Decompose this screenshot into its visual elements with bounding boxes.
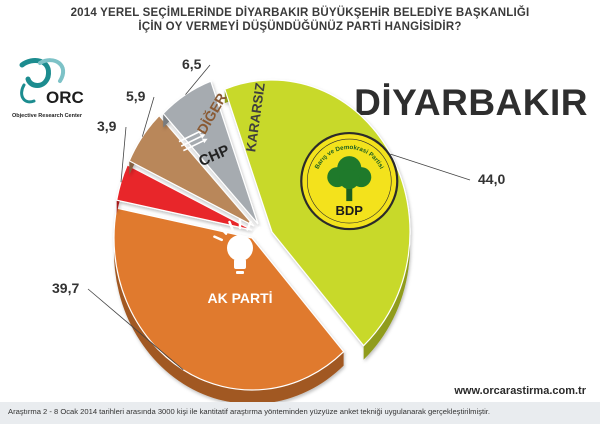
value-label-bdp: 44,0 xyxy=(478,171,505,187)
orc-logo-text: ORC xyxy=(46,88,84,107)
six-arrows-logo xyxy=(178,129,208,152)
title-line-2: İÇİN OY VERMEYİ DÜŞÜNDÜĞÜNÜZ PARTİ HANGİ… xyxy=(138,21,462,33)
value-label-ak-parti-: 39,7 xyxy=(52,280,79,296)
leader-line-bdp xyxy=(390,153,471,181)
methodology-note: Araştırma 2 - 8 Ocak 2014 tarihleri aras… xyxy=(0,402,600,424)
website-url[interactable]: www.orcarastirma.com.tr xyxy=(454,385,586,397)
leader-line-ak-parti- xyxy=(87,288,184,371)
slice-label-ak-parti: AK PARTİ xyxy=(207,290,272,306)
chart-title: 2014 YEREL SEÇİMLERİNDE DİYARBAKIR BÜYÜK… xyxy=(0,6,600,34)
leader-line-chp xyxy=(120,126,127,183)
value-label-di-ğer: 5,9 xyxy=(126,88,146,104)
value-label-chp: 3,9 xyxy=(97,118,117,134)
pie-slice-di-ğer xyxy=(128,114,255,227)
slice-label-bdp: BDP xyxy=(336,203,364,218)
city-label: DİYARBAKIR xyxy=(354,82,588,123)
value-label-kararsiz: 6,5 xyxy=(182,56,202,72)
leader-line-kararsiz xyxy=(185,64,211,95)
pie-slice-chp xyxy=(115,164,253,231)
leader-line-di-ğer xyxy=(141,96,155,137)
logo-caption: Objective Research Center xyxy=(12,113,83,119)
lightbulb-logo: AK PARTİ xyxy=(207,218,273,306)
title-line-1: 2014 YEREL SEÇİMLERİNDE DİYARBAKIR BÜYÜK… xyxy=(70,7,530,19)
pie-slice-kararsiz xyxy=(162,80,259,225)
orc-logo: ORC xyxy=(19,58,84,107)
